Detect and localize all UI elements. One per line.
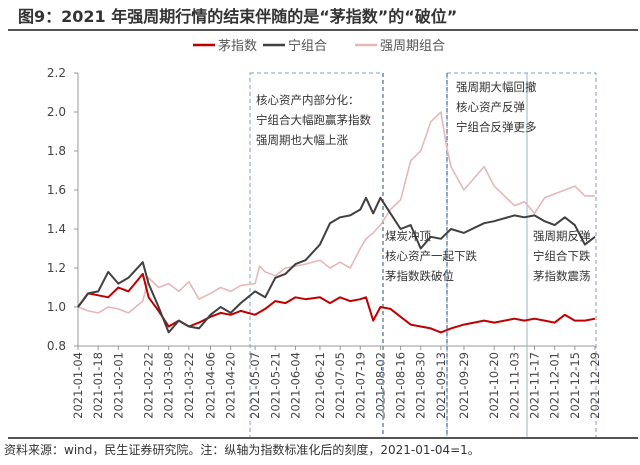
x-tick-label: 2021-12-29 [588,352,602,419]
legend-label: 强周期组合 [380,39,445,54]
x-tick-label: 2021-11-17 [528,352,542,419]
x-tick-label: 2021-09-13 [434,352,448,419]
x-tick-label: 2021-02-01 [111,352,125,419]
source-note: 资料来源：wind，民生证券研究院。注：纵轴为指数标准化后的刻度，2021-01… [4,443,480,457]
legend-label: 茅指数 [218,39,257,54]
series-line-1 [77,272,596,334]
x-tick-label: 2021-08-30 [414,352,428,419]
x-tick-label: 2021-05-07 [248,352,262,419]
x-tick-label: 2021-01-18 [91,352,105,419]
annotation-text: 煤炭冲顶 [385,229,431,243]
x-tick-label: 2021-04-06 [203,352,217,419]
x-tick-label: 2021-08-02 [373,352,387,419]
annotation-text: 茅指数震荡 [533,269,591,283]
x-tick-label: 2021-12-01 [548,352,562,419]
legend-label: 宁组合 [288,38,327,54]
annotation-text: 强周期反弹 [533,229,591,243]
x-tick-label: 2021-07-19 [353,352,367,419]
x-tick-label: 2021-07-05 [333,352,347,419]
annotation-text: 核心资产一起下跌 [385,249,477,263]
annotation-text: 茅指数跌破位 [385,269,454,283]
x-tick-label: 2021-02-22 [142,352,156,419]
x-tick-label: 2021-11-03 [507,352,521,419]
y-tick-label: 1.4 [47,222,66,236]
x-tick-label: 2021-03-08 [162,352,176,419]
figure-title: 图9：2021 年强周期行情的结束伴随的是“茅指数”的“破位” [18,7,458,26]
x-tick-label: 2021-06-04 [288,352,302,419]
x-tick-label: 2021-06-21 [313,352,327,419]
y-tick-label: 2.2 [47,66,66,80]
annotation-text: 核心资产内部分化： [256,93,360,107]
annotation-text: 强周期也大幅上涨 [256,133,348,147]
annotation-text: 核心资产反弹 [456,100,525,114]
x-tick-label: 2021-12-15 [568,352,582,419]
y-tick-label: 1.8 [47,144,66,158]
x-tick-label: 2021-05-21 [268,352,282,419]
series-line-2 [77,196,596,334]
y-tick-label: 1.6 [47,183,66,197]
y-tick-label: 1.0 [47,300,66,314]
x-tick-label: 2021-03-22 [182,352,196,419]
series-line-3 [77,111,595,314]
x-tick-label: 2021-10-20 [487,352,501,419]
x-tick-label: 2021-04-20 [224,352,238,419]
y-tick-label: 1.2 [47,261,66,275]
x-tick-label: 2021-09-29 [457,352,471,419]
y-tick-label: 2.0 [47,105,66,119]
title-divider [8,29,638,31]
x-tick-label: 2021-01-04 [71,352,85,419]
annotation-text: 宁组合大幅跑赢茅指数 [256,113,371,127]
line-chart: 0.8 1.0 1.2 1.4 1.6 1.8 2.0 2.2 2021-01-04 2021-0… [47,38,602,439]
annotation-text: 宁组合下跌 [533,249,591,263]
annotation-text: 强周期大幅回撤 [456,80,537,94]
y-tick-label: 0.8 [47,339,66,353]
footer-divider [8,437,638,439]
annotation-text: 宁组合反弹更多 [456,120,537,134]
x-tick-label: 2021-08-16 [394,352,408,419]
